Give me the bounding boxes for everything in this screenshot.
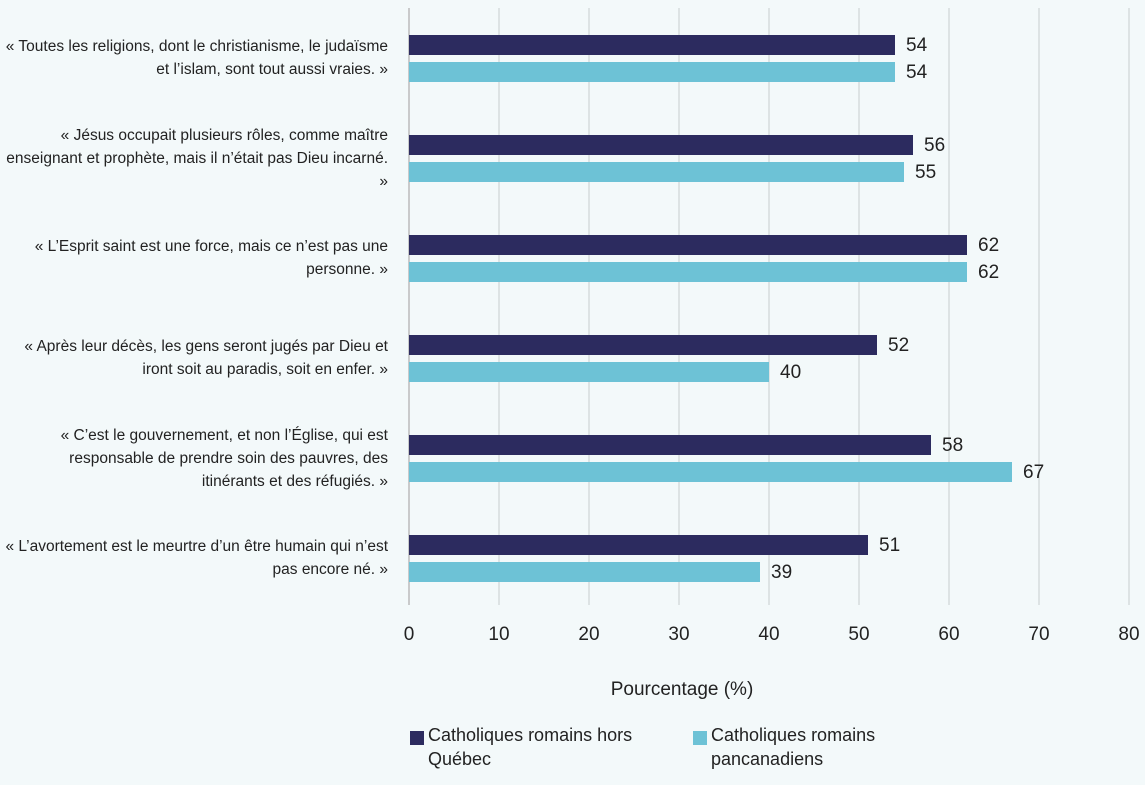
legend-label: Catholiques romains pancanadiens	[711, 725, 876, 769]
bar	[409, 35, 895, 55]
category-label: « C’est le gouvernement, et non l’Église…	[60, 426, 388, 490]
x-tick-label: 0	[404, 624, 415, 645]
x-tick-label: 40	[758, 624, 779, 645]
x-tick-label: 60	[938, 624, 959, 645]
x-tick-label: 10	[488, 624, 509, 645]
bar	[409, 235, 967, 255]
data-label: 51	[879, 535, 900, 556]
data-label: 67	[1023, 462, 1044, 483]
data-label: 52	[888, 335, 909, 356]
bar	[409, 335, 877, 355]
bar	[409, 135, 913, 155]
category-label: « Toutes les religions, dont le christia…	[5, 38, 388, 78]
bar	[409, 562, 760, 582]
data-label: 62	[978, 262, 999, 283]
x-tick-label: 70	[1028, 624, 1049, 645]
bar	[409, 262, 967, 282]
bar	[409, 535, 868, 555]
x-tick-label: 20	[578, 624, 599, 645]
bar	[409, 162, 904, 182]
category-label: « Après leur décès, les gens seront jugé…	[24, 338, 388, 378]
legend-swatch	[693, 731, 707, 745]
bar	[409, 462, 1012, 482]
category-label: « L’avortement est le meurtre d’un être …	[5, 538, 388, 578]
bar	[409, 62, 895, 82]
data-label: 39	[771, 562, 792, 583]
data-label: 55	[915, 162, 936, 183]
data-label: 54	[906, 35, 928, 56]
bar	[409, 435, 931, 455]
x-tick-label: 50	[848, 624, 869, 645]
legend-label: Catholiques romains hors Québec	[428, 725, 633, 769]
x-axis-title: Pourcentage (%)	[611, 679, 754, 700]
data-label: 56	[924, 135, 945, 156]
data-label: 40	[780, 362, 801, 383]
bar	[409, 362, 769, 382]
legend-swatch	[410, 731, 424, 745]
x-tick-label: 80	[1118, 624, 1139, 645]
x-tick-label: 30	[668, 624, 689, 645]
data-label: 62	[978, 235, 999, 256]
category-label: « Jésus occupait plusieurs rôles, comme …	[6, 126, 388, 190]
data-label: 54	[906, 62, 928, 83]
category-label: « L’Esprit saint est une force, mais ce …	[34, 238, 388, 278]
data-label: 58	[942, 435, 963, 456]
